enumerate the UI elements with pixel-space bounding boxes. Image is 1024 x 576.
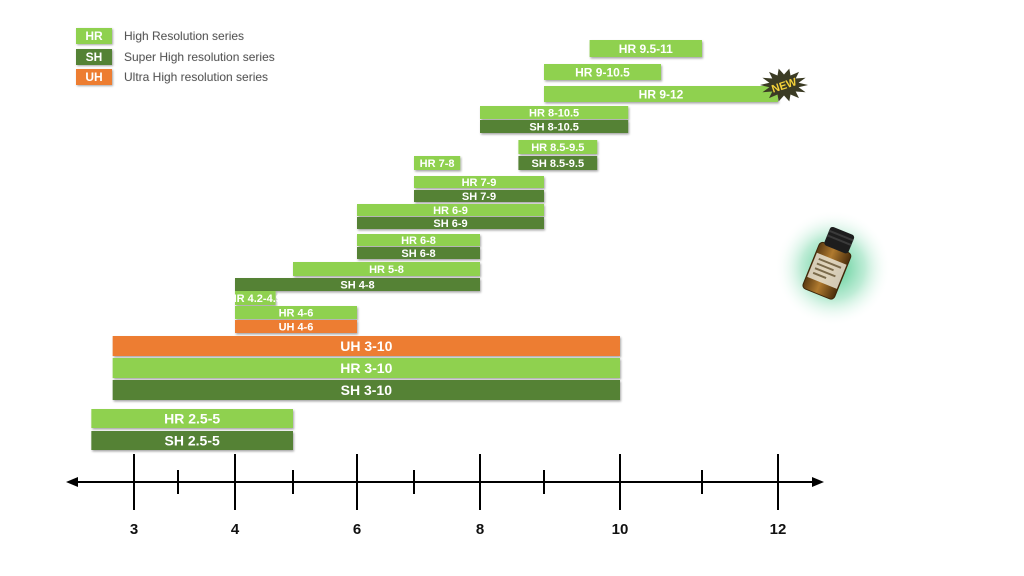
bar-label-sh-6-8: SH 6-8 [401,248,435,260]
axis-arrow-right [812,477,824,487]
new-badge-burst [760,68,808,102]
bar-rect-hr-8-5-9-5 [518,140,598,154]
bar-sh-6-9: SH 6-9 [357,217,544,230]
bar-rect-uh-4-6 [235,320,357,333]
bar-sh-8-10-5: SH 8-10.5 [480,120,629,133]
bar-label-uh-3-10: UH 3-10 [340,338,392,354]
legend-item-hr: HR High Resolution series [76,26,275,46]
x-tick-label-8: 8 [476,521,484,538]
bar-label-hr-9-5-11: HR 9.5-11 [619,42,673,56]
bar-label-hr-6-8: HR 6-8 [401,235,436,247]
bar-rect-hr-9-10-5 [544,64,661,80]
bar-label-hr-6-9: HR 6-9 [433,205,468,217]
bar-rect-hr-5-8 [293,262,480,276]
bar-hr-7-9: HR 7-9 [414,176,544,189]
bar-rect-hr-3-10 [112,358,621,378]
bar-rect-hr-6-9 [357,204,544,216]
legend-swatch-uh: UH [76,69,112,85]
bar-sh-6-8: SH 6-8 [357,247,480,260]
new-badge: NEW [760,68,808,102]
x-axis: 3 4 6 8 10 12 [66,454,824,538]
bar-hr-7-8: HR 7-8 [414,156,461,170]
legend: HR High Resolution series SH Super High … [76,26,275,88]
bar-rect-hr-8-10-5 [480,106,629,119]
legend-label-hr: High Resolution series [124,29,245,43]
bar-label-hr-7-8: HR 7-8 [420,158,455,170]
bar-rect-hr-6-8 [357,234,480,246]
bar-hr-9-12: HR 9-12 [544,86,778,102]
bar-rect-hr-9-5-11 [589,40,702,57]
x-tick-label-4: 4 [231,521,240,538]
legend-item-uh: UH Ultra High resolution series [76,67,275,87]
bar-label-sh-3-10: SH 3-10 [341,382,393,398]
bar-sh-7-9: SH 7-9 [414,190,544,203]
bar-label-hr-4-2-4-9: HR 4.2-4.9 [229,293,282,305]
vial-illustration [775,210,891,326]
bar-label-hr-8-10-5: HR 8-10.5 [529,107,579,119]
bar-label-uh-4-6: UH 4-6 [279,321,314,333]
bar-uh-3-10: UH 3-10 [112,336,621,356]
bar-label-hr-4-6: HR 4-6 [279,307,314,319]
bar-rect-sh-3-10 [112,380,621,400]
bar-label-sh-4-8: SH 4-8 [340,279,374,291]
x-tick-label-10: 10 [612,521,629,538]
bar-hr-4-2-4-9: HR 4.2-4.9 [229,291,282,305]
bars-layer: HR 9.5-11 HR 9-10.5 HR 9-12 NEW HR 8-10.5 SH … [91,40,808,450]
bar-rect-sh-4-8 [235,278,480,291]
bar-label-hr-9-12: HR 9-12 [639,87,684,101]
bar-rect-hr-9-12 [544,86,778,102]
bar-label-hr-8-5-9-5: HR 8.5-9.5 [531,142,584,154]
bar-hr-6-9: HR 6-9 [357,204,544,217]
bar-rect-hr-4-2-4-9 [235,291,276,305]
axis-arrow-left [66,477,78,487]
bar-label-hr-2-5-5: HR 2.5-5 [164,411,220,427]
bar-rect-sh-2-5-5 [91,431,293,450]
bar-hr-6-8: HR 6-8 [357,234,480,247]
bar-hr-9-5-11: HR 9.5-11 [589,40,702,57]
bar-rect-uh-3-10 [112,336,621,356]
bar-rect-sh-6-8 [357,247,480,259]
x-tick-label-3: 3 [130,521,138,538]
bar-rect-sh-6-9 [357,217,544,229]
bar-label-sh-7-9: SH 7-9 [462,191,496,203]
bar-hr-5-8: HR 5-8 [293,262,480,276]
bar-rect-hr-2-5-5 [91,409,293,428]
legend-swatch-sh: SH [76,48,112,65]
bar-label-sh-2-5-5: SH 2.5-5 [165,433,220,449]
bar-label-sh-8-5-9-5: SH 8.5-9.5 [532,158,585,170]
bar-rect-sh-8-10-5 [480,120,629,133]
legend-label-uh: Ultra High resolution series [124,70,269,84]
x-tick-label-12: 12 [770,521,787,538]
legend-label-sh: Super High resolution series [124,49,275,64]
bar-sh-8-5-9-5: SH 8.5-9.5 [518,156,598,170]
bar-rect-sh-8-5-9-5 [518,156,598,170]
bar-label-hr-3-10: HR 3-10 [340,360,392,376]
bar-label-sh-6-9: SH 6-9 [433,218,467,230]
bar-hr-9-10-5: HR 9-10.5 [544,64,661,80]
bar-sh-4-8: SH 4-8 [235,278,480,291]
vial-icon [802,226,855,300]
bar-label-hr-5-8: HR 5-8 [369,264,404,276]
bar-sh-2-5-5: SH 2.5-5 [91,431,293,450]
bar-label-hr-7-9: HR 7-9 [462,177,497,189]
legend-swatch-hr: HR [76,28,112,44]
bar-label-hr-9-10-5: HR 9-10.5 [575,65,630,79]
bar-hr-2-5-5: HR 2.5-5 [91,409,293,428]
bar-uh-4-6: UH 4-6 [235,320,357,333]
bar-hr-8-5-9-5: HR 8.5-9.5 [518,140,598,154]
x-tick-label-6: 6 [353,521,361,538]
bar-rect-hr-7-9 [414,176,544,188]
bar-hr-8-10-5: HR 8-10.5 [480,106,629,119]
bar-label-sh-8-10-5: SH 8-10.5 [529,121,579,133]
legend-item-sh: SH Super High resolution series [76,47,275,67]
bar-rect-hr-4-6 [235,306,357,319]
bar-rect-sh-7-9 [414,190,544,202]
bar-hr-3-10: HR 3-10 [112,358,621,378]
bar-rect-hr-7-8 [414,156,461,170]
bar-hr-4-6: HR 4-6 [235,306,357,319]
bar-sh-3-10: SH 3-10 [112,380,621,400]
